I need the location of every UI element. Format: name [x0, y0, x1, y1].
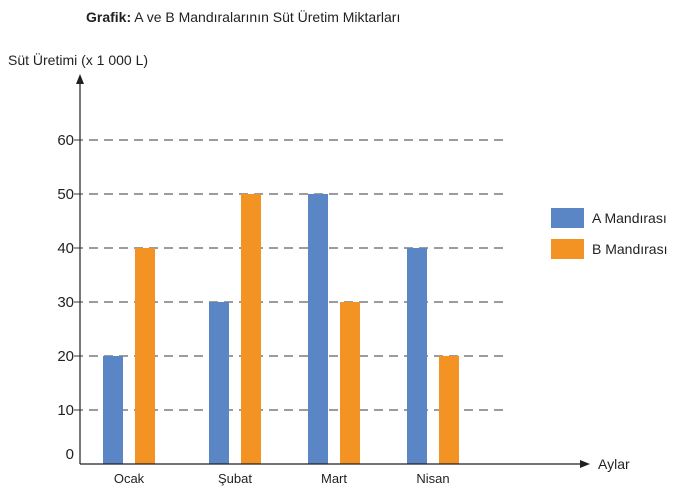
y-tick-label: 40: [57, 240, 74, 257]
bar-b-3: [439, 356, 459, 464]
bar-b-0: [135, 248, 155, 464]
y-tick-label: 50: [57, 186, 74, 203]
chart-title-prefix: Grafik:: [86, 9, 132, 25]
x-tick-label: Nisan: [416, 471, 449, 486]
bar-a-2: [308, 194, 328, 464]
legend-swatch-b: [551, 239, 584, 259]
bar-a-3: [407, 248, 427, 464]
legend-swatch-a: [551, 208, 584, 228]
y-tick-label: 30: [57, 294, 74, 311]
legend-label-a: A Mandırası: [592, 210, 667, 226]
legend-item-b: B Mandırası: [551, 238, 667, 260]
legend-item-a: A Mandırası: [551, 207, 667, 229]
y-axis-arrow-icon: [76, 74, 84, 84]
bar-b-2: [340, 302, 360, 464]
y-tick-label: 20: [57, 348, 74, 365]
chart-title: Grafik: A ve B Mandıralarının Süt Üretim…: [86, 9, 400, 25]
x-tick-label: Mart: [321, 471, 347, 486]
bar-b-1: [241, 194, 261, 464]
bar-a-0: [103, 356, 123, 464]
y-tick-label: 10: [57, 402, 74, 419]
y-axis-label: Süt Üretimi (x 1 000 L): [8, 52, 149, 68]
x-axis-arrow-icon: [580, 460, 590, 468]
chart-title-text: A ve B Mandıralarının Süt Üretim Miktarl…: [131, 9, 401, 25]
y-tick-label: 0: [66, 446, 74, 463]
legend: A Mandırası B Mandırası: [551, 207, 667, 269]
x-tick-label: Şubat: [218, 471, 252, 486]
x-axis-label: Aylar: [598, 456, 630, 472]
x-tick-label: Ocak: [114, 471, 145, 486]
bar-a-1: [209, 302, 229, 464]
y-tick-label: 60: [57, 132, 74, 149]
legend-label-b: B Mandırası: [592, 241, 668, 257]
